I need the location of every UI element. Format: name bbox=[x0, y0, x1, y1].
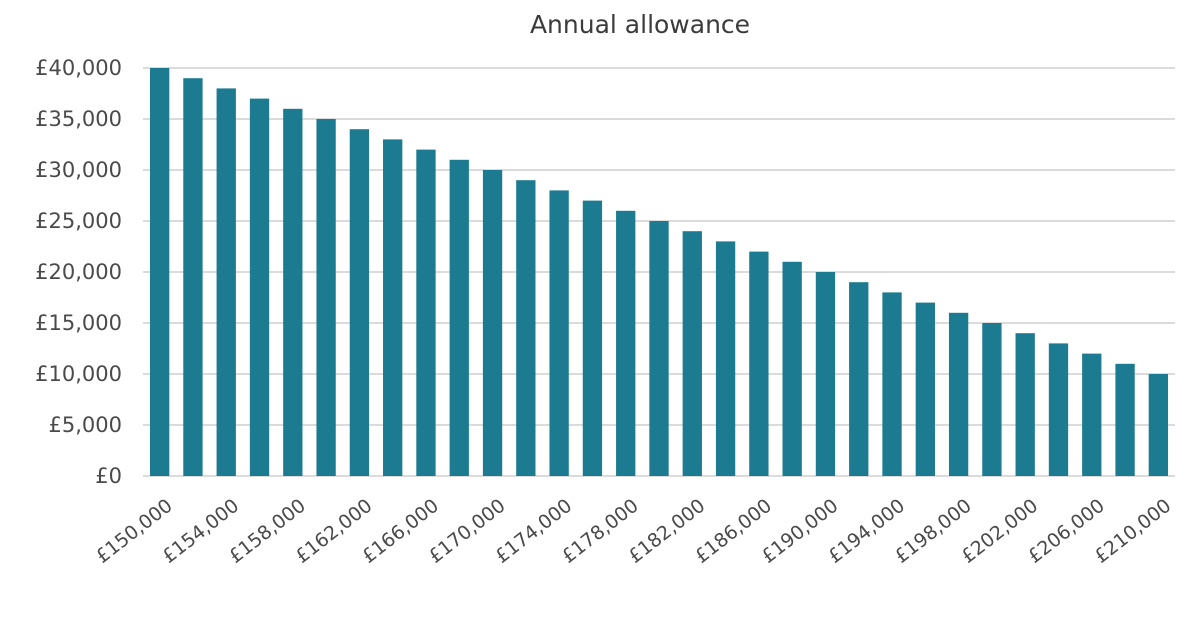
bar bbox=[849, 282, 869, 476]
bar bbox=[982, 323, 1002, 476]
bar bbox=[316, 119, 336, 476]
bar bbox=[482, 170, 503, 476]
y-tick-label: £10,000 bbox=[35, 362, 122, 386]
bar bbox=[549, 190, 569, 476]
bar bbox=[1148, 374, 1169, 476]
bar bbox=[1115, 363, 1135, 476]
chart-title: Annual allowance bbox=[530, 10, 750, 39]
bar bbox=[616, 210, 636, 477]
y-tick-label: £15,000 bbox=[35, 311, 122, 335]
bar bbox=[882, 292, 902, 476]
bar bbox=[749, 251, 769, 476]
y-tick-label: £20,000 bbox=[35, 260, 122, 284]
y-tick-label: £30,000 bbox=[35, 158, 122, 182]
bar bbox=[383, 139, 403, 476]
bar bbox=[782, 261, 802, 476]
bar bbox=[1048, 343, 1069, 476]
bar bbox=[249, 98, 270, 476]
bar bbox=[582, 200, 603, 476]
bar bbox=[349, 129, 370, 476]
bar bbox=[715, 241, 736, 476]
bar bbox=[416, 149, 436, 476]
bar bbox=[516, 180, 536, 476]
y-tick-label: £40,000 bbox=[35, 56, 122, 80]
y-tick-label: £35,000 bbox=[35, 107, 122, 131]
y-axis-ticks: £0 £5,000 £10,000 £15,000 £20,000 £25,000 £30,… bbox=[35, 56, 122, 488]
bar bbox=[1015, 333, 1035, 476]
bars bbox=[149, 68, 1169, 477]
bar bbox=[216, 88, 236, 477]
bar bbox=[283, 108, 303, 477]
bar bbox=[1082, 353, 1102, 476]
y-tick-label: £5,000 bbox=[49, 413, 122, 437]
bar bbox=[183, 78, 203, 476]
x-axis-ticks: £150,000£154,000£158,000£162,000£166,000… bbox=[92, 495, 1176, 568]
y-tick-label: £25,000 bbox=[35, 209, 122, 233]
bar bbox=[649, 221, 669, 476]
bar bbox=[449, 159, 469, 477]
bar bbox=[149, 68, 170, 476]
y-tick-label: £0 bbox=[95, 464, 122, 488]
bar bbox=[815, 272, 836, 476]
bar bbox=[948, 312, 969, 476]
bar bbox=[682, 231, 702, 476]
bar bbox=[915, 302, 935, 476]
